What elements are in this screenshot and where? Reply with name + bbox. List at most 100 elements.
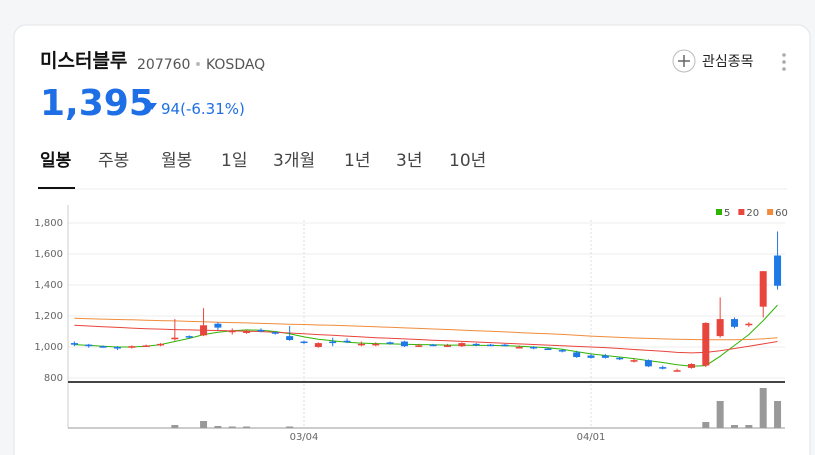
candle-body [171, 337, 179, 340]
candle-body [386, 342, 394, 344]
volume-bar [200, 421, 208, 428]
candle-body [659, 367, 667, 369]
x-tick-label: 03/04 [290, 432, 319, 443]
volume-bar [214, 426, 222, 428]
legend-swatch [738, 209, 745, 215]
separator-dot [196, 62, 200, 66]
candle-body [601, 355, 609, 358]
legend-label: 20 [746, 208, 759, 219]
market: KOSDAQ [206, 57, 265, 73]
candle-body [314, 343, 322, 347]
candle-body [630, 360, 638, 362]
moving-average [74, 324, 778, 354]
tab[interactable]: 1년 [344, 151, 370, 171]
candle-body [687, 364, 695, 368]
y-tick-label: 1,400 [34, 280, 63, 291]
tab[interactable]: 10년 [449, 151, 486, 171]
x-tick-label: 04/01 [577, 432, 606, 443]
candle-body [530, 346, 538, 349]
volume-bar [286, 426, 294, 428]
candle-body [558, 350, 566, 352]
candle-body [415, 345, 423, 347]
tab[interactable]: 주봉 [98, 151, 129, 171]
chart: 800 1,000 1,200 1,400 1,600 1,800 03/04 04/01 5 2… [34, 205, 788, 443]
candle-body [286, 336, 294, 340]
volume-bar [745, 425, 753, 428]
tab[interactable]: 3개월 [273, 151, 315, 171]
candle-body [85, 344, 93, 347]
candle-body [214, 323, 222, 328]
tab[interactable]: 1일 [221, 151, 247, 171]
candle-body [372, 343, 380, 346]
volume-bar [171, 425, 179, 428]
y-tick-label: 1,200 [34, 311, 63, 322]
tab[interactable]: 월봉 [161, 151, 192, 171]
y-tick-label: 800 [44, 373, 63, 384]
y-tick-label: 1,800 [34, 218, 63, 229]
volume-bar [243, 426, 251, 428]
moving-average [74, 304, 778, 367]
legend-label: 60 [775, 208, 788, 219]
candle-body [731, 319, 738, 327]
volume-bar [228, 426, 236, 428]
volume-bar [702, 422, 710, 428]
candle-body [644, 360, 652, 367]
candle-body [716, 319, 724, 337]
volume-bar [731, 425, 738, 428]
candle-body [271, 332, 279, 334]
volume-bar [774, 401, 782, 428]
plus [678, 55, 690, 67]
y-tick-label: 1,600 [34, 249, 63, 260]
candle-body [142, 345, 150, 347]
candle-body [257, 329, 265, 332]
candle-body [616, 357, 624, 360]
watch-label: 관심종목 [702, 54, 754, 70]
legend-swatch [716, 209, 722, 215]
candle-body [673, 370, 681, 372]
price: 1,395 [40, 83, 154, 124]
candle-body [70, 343, 78, 345]
candle-body [515, 346, 523, 349]
candle-body [501, 344, 509, 347]
volume-bar [759, 388, 767, 428]
price-change: 94(-6.31%) [161, 100, 245, 118]
candle-body [587, 355, 595, 358]
candle-body [329, 341, 337, 344]
candle-body [185, 336, 193, 338]
candle-body [444, 345, 451, 347]
tab-bar: 일봉 주봉 월봉 1일 3개월 1년 3년 10년 [40, 151, 486, 171]
candle-body [128, 346, 136, 348]
tab[interactable]: 일봉 [40, 151, 72, 171]
candle-body [99, 346, 107, 348]
legend-label: 5 [724, 208, 730, 219]
candle-body [487, 344, 495, 347]
more-menu[interactable] [782, 53, 786, 71]
candle-body [200, 325, 208, 336]
stock-name: 미스터블루 [40, 50, 127, 72]
y-tick-label: 1,000 [34, 342, 63, 353]
candle-body [228, 330, 236, 333]
stock-code: 207760 [137, 57, 190, 73]
candle-body [400, 341, 408, 347]
candle-body [702, 322, 710, 366]
candle-body [157, 343, 164, 346]
candle-body [573, 352, 581, 358]
candle-body [544, 348, 552, 351]
down-arrow [147, 103, 157, 110]
candle-body [300, 341, 308, 344]
candle-body [243, 331, 251, 333]
candle-body [745, 323, 753, 326]
legend-swatch [767, 209, 774, 215]
candle-body [429, 344, 437, 347]
tab[interactable]: 3년 [396, 151, 422, 171]
candle-body [343, 340, 351, 343]
volume-bar [716, 401, 724, 428]
watch-button[interactable]: 관심종목 [672, 49, 754, 73]
candle-body [357, 343, 365, 346]
moving-average [74, 317, 778, 341]
candle-body [458, 343, 466, 347]
candle-body [113, 346, 121, 349]
candle-body [774, 255, 782, 286]
